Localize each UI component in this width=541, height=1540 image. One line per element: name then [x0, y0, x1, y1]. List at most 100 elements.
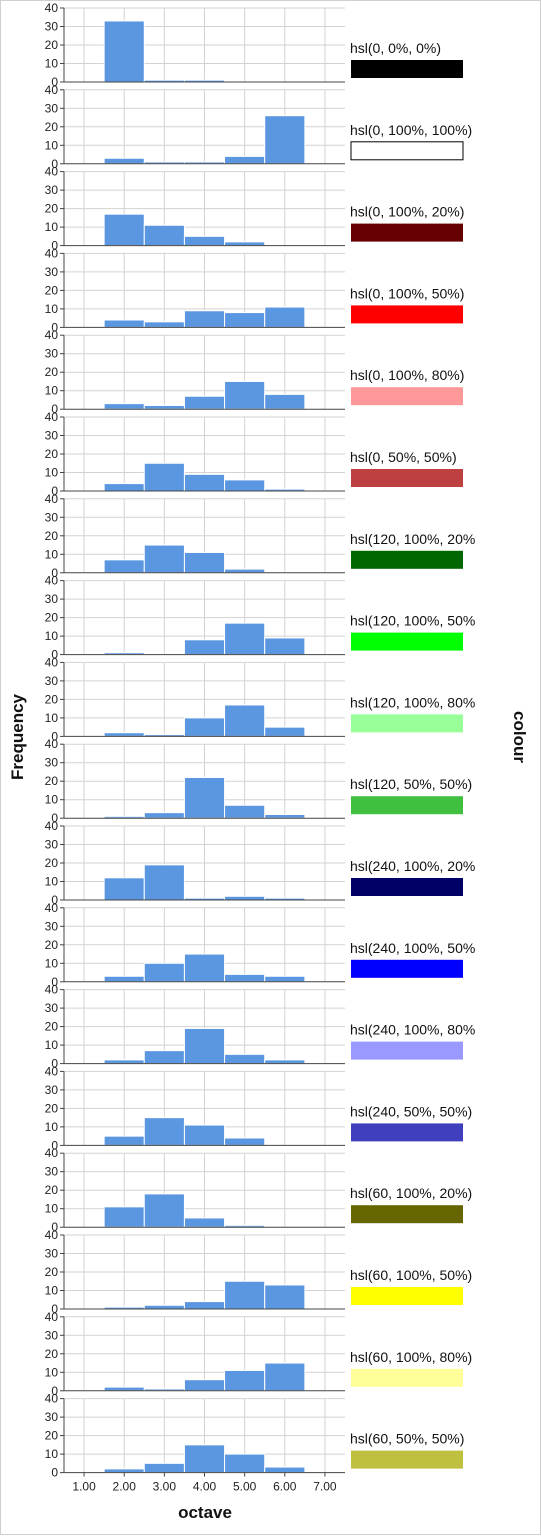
colour-swatch — [351, 959, 463, 978]
y-tick-label: 20 — [45, 774, 59, 788]
histogram-panel: 0 10 20 30 40 hsl(120, 100%, 20% — [45, 492, 476, 580]
histogram-panel: 0 10 20 30 40 hsl(240, 100%, 20% — [45, 819, 476, 907]
panels-layer: 0 10 20 30 40 hsl(0, 0%, 0%) 0 10 20 30 40 hsl(0, 1… — [45, 1, 476, 1480]
y-tick-label: 40 — [45, 83, 59, 97]
y-tick-label: 30 — [45, 265, 59, 279]
histogram-panel: 0 10 20 30 40 hsl(0, 100%, 50%) — [45, 246, 465, 334]
histogram-bar — [183, 1027, 226, 1065]
y-tick-label: 20 — [45, 1265, 59, 1279]
y-tick-label: 0 — [51, 566, 58, 580]
y-tick-label: 10 — [45, 302, 59, 316]
y-tick-label: 30 — [45, 674, 59, 688]
panel-label: hsl(0, 100%, 20%) — [350, 204, 464, 220]
y-tick-label: 40 — [45, 1064, 59, 1078]
y-tick-label: 30 — [45, 1247, 59, 1261]
y-tick-label: 30 — [45, 838, 59, 852]
panel-label: hsl(60, 100%, 80%) — [350, 1349, 472, 1365]
y-tick-label: 40 — [45, 737, 59, 751]
y-tick-label: 10 — [45, 1284, 59, 1298]
y-tick-label: 30 — [45, 919, 59, 933]
histogram-bar — [183, 1444, 226, 1474]
x-tick-label: 4.00 — [193, 1480, 217, 1494]
y-tick-label: 10 — [45, 466, 59, 480]
y-tick-label: 40 — [45, 165, 59, 179]
y-tick-label: 20 — [45, 1020, 59, 1034]
histogram-panel: 0 10 20 30 40 hsl(0, 50%, 50%) — [45, 410, 463, 498]
y-tick-label: 0 — [51, 75, 58, 89]
y-tick-label: 40 — [45, 574, 59, 588]
y-tick-label: 0 — [51, 1138, 58, 1152]
y-tick-label: 40 — [45, 983, 59, 997]
y-tick-label: 20 — [45, 1183, 59, 1197]
colour-swatch — [350, 141, 464, 161]
y-tick-label: 0 — [51, 1220, 58, 1234]
histogram-bar — [224, 704, 266, 737]
y-tick-label: 30 — [45, 510, 59, 524]
y-tick-label: 40 — [45, 1, 59, 15]
y-tick-label: 0 — [51, 1384, 58, 1398]
colour-swatch — [351, 1123, 463, 1142]
y-tick-label: 20 — [45, 1347, 59, 1361]
x-axis-title: octave — [178, 1503, 232, 1522]
y-tick-label: 0 — [51, 157, 58, 171]
histogram-bar — [143, 462, 185, 492]
colour-swatch — [351, 632, 463, 651]
y-tick-label: 20 — [45, 938, 59, 952]
histogram-panel: 0 10 20 30 40 hsl(60, 100%, 50%) — [45, 1228, 473, 1316]
panel-label: hsl(120, 100%, 80% — [350, 694, 475, 710]
colour-swatch — [351, 60, 463, 78]
y-tick-label: 0 — [51, 402, 58, 416]
colour-swatch — [351, 714, 463, 733]
colour-swatch — [351, 1041, 463, 1060]
y-tick-label: 30 — [45, 592, 59, 606]
y-tick-label: 20 — [45, 283, 59, 297]
histogram-panel: 0 10 20 30 40 hsl(240, 100%, 80% — [45, 983, 476, 1071]
histogram-panel: 0 10 20 30 40 hsl(240, 50%, 50%) — [45, 1064, 473, 1152]
histogram-bar — [103, 20, 145, 83]
panel-label: hsl(0, 100%, 50%) — [350, 285, 464, 301]
histogram-panel: 0 10 20 30 40 hsl(120, 100%, 80% — [45, 655, 476, 743]
y-tick-label: 0 — [51, 729, 58, 743]
panel-label: hsl(120, 100%, 50% — [350, 613, 475, 629]
y-tick-label: 0 — [51, 1466, 58, 1480]
y-tick-label: 30 — [45, 20, 59, 34]
y-tick-label: 10 — [45, 1038, 59, 1052]
colour-swatch — [351, 1287, 463, 1305]
panel-label: hsl(60, 100%, 20%) — [350, 1185, 472, 1201]
colour-swatch — [351, 796, 463, 815]
x-tick-label: 3.00 — [153, 1480, 177, 1494]
histogram-bar — [143, 544, 185, 574]
histogram-panel: 0 10 20 30 40 hsl(60, 100%, 80%) — [45, 1310, 473, 1398]
panel-label: hsl(0, 0%, 0%) — [350, 40, 441, 56]
y-tick-label: 10 — [45, 220, 59, 234]
y-tick-label: 30 — [45, 183, 59, 197]
y-tick-label: 30 — [45, 1410, 59, 1424]
y-tick-label: 30 — [45, 347, 59, 361]
y-tick-label: 30 — [45, 1328, 59, 1342]
histogram-panel: 0 10 20 30 40 hsl(0, 100%, 100%) — [45, 83, 473, 171]
y-tick-label: 30 — [45, 1001, 59, 1015]
histogram-panel: 0 10 20 30 40 hsl(120, 100%, 50% — [45, 574, 476, 662]
y-tick-label: 20 — [45, 611, 59, 625]
y-tick-label: 30 — [45, 101, 59, 115]
y-tick-label: 30 — [45, 429, 59, 443]
colour-swatch — [351, 878, 463, 896]
panel-label: hsl(240, 100%, 50% — [350, 940, 475, 956]
panel-label: hsl(0, 100%, 100%) — [350, 122, 472, 138]
y-tick-label: 20 — [45, 38, 59, 52]
y-tick-label: 10 — [45, 711, 59, 725]
y-tick-label: 10 — [45, 1202, 59, 1216]
colour-swatch — [351, 1450, 463, 1469]
colour-swatch — [351, 1205, 463, 1224]
y-tick-label: 40 — [45, 328, 59, 342]
y-tick-label: 40 — [45, 1392, 59, 1406]
y-tick-label: 40 — [45, 1310, 59, 1324]
colour-swatch — [351, 305, 463, 324]
y-tick-label: 10 — [45, 138, 59, 152]
y-tick-label: 10 — [45, 1447, 59, 1461]
y-tick-label: 10 — [45, 1120, 59, 1134]
y-tick-label: 30 — [45, 1083, 59, 1097]
